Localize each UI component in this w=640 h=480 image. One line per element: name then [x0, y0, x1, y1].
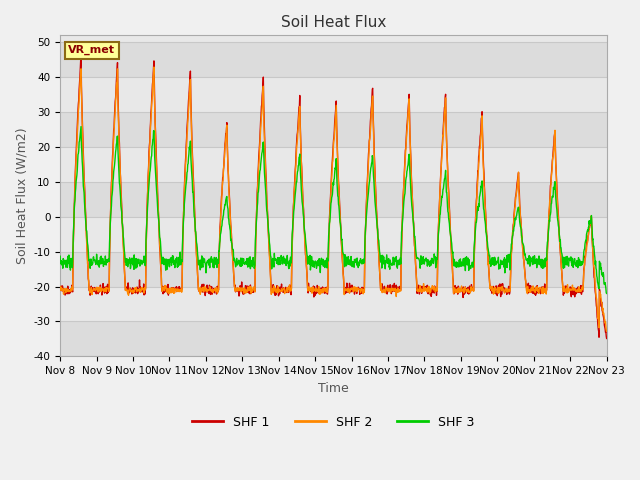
Bar [60, 77, 607, 112]
Bar [60, 322, 607, 356]
Bar [60, 42, 607, 77]
Bar [60, 217, 607, 252]
Bar [60, 147, 607, 182]
X-axis label: Time: Time [318, 382, 349, 395]
Text: VR_met: VR_met [68, 45, 115, 55]
Legend: SHF 1, SHF 2, SHF 3: SHF 1, SHF 2, SHF 3 [187, 411, 480, 434]
Bar [60, 112, 607, 147]
Bar [60, 287, 607, 322]
Bar [60, 252, 607, 287]
Title: Soil Heat Flux: Soil Heat Flux [281, 15, 386, 30]
Y-axis label: Soil Heat Flux (W/m2): Soil Heat Flux (W/m2) [15, 128, 28, 264]
Bar [60, 182, 607, 217]
